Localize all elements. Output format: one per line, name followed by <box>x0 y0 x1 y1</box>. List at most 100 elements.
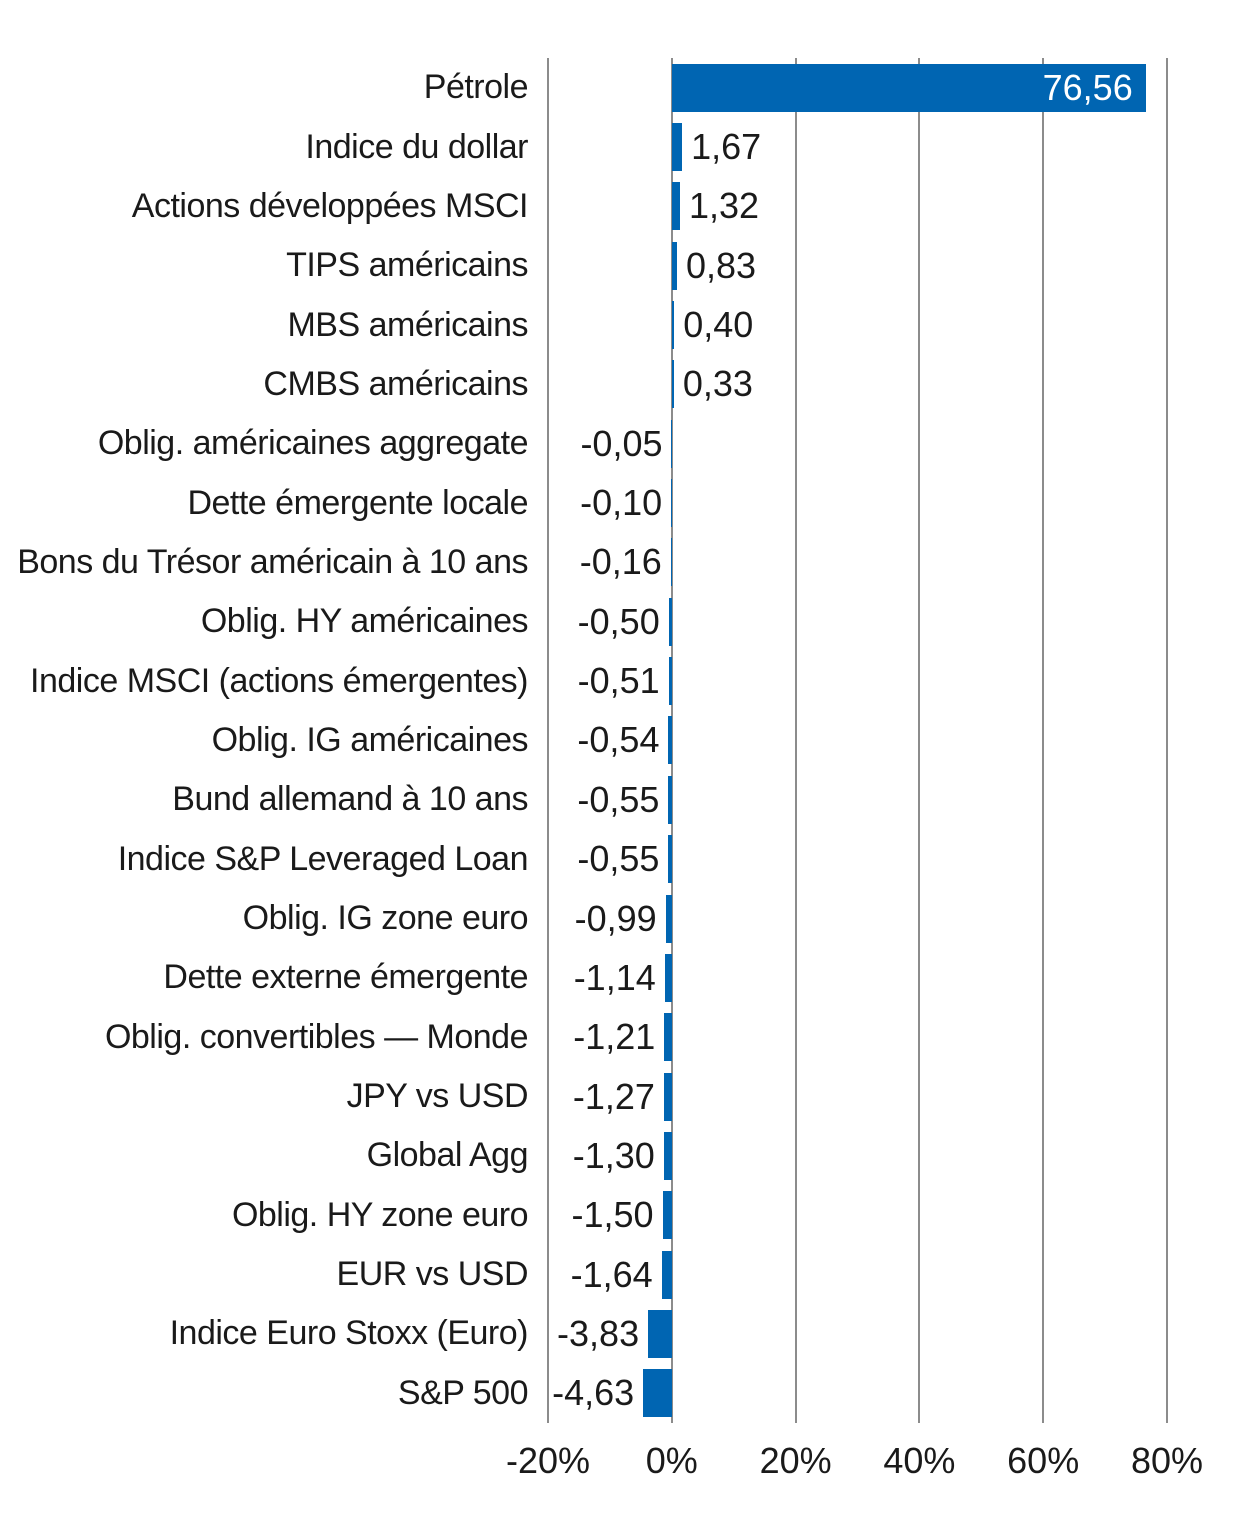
chart-row: Global Agg -1,30 <box>0 1126 1254 1185</box>
x-tick-label: 80% <box>1130 1440 1204 1481</box>
value-label: 0,33 <box>682 363 753 405</box>
value-label: -1,21 <box>573 1016 656 1058</box>
value-label: -0,10 <box>580 482 663 524</box>
category-label: Oblig. convertibles — Monde <box>104 1017 529 1056</box>
category-label: Oblig. HY américaines <box>200 602 529 641</box>
bar-negative <box>663 1072 672 1121</box>
category-label: JPY vs USD <box>346 1077 529 1116</box>
chart-row: S&P 500 -4,63 <box>0 1364 1254 1423</box>
value-label: -0,16 <box>579 541 662 583</box>
category-label: Indice Euro Stoxx (Euro) <box>169 1314 529 1353</box>
bar-positive <box>671 63 1146 112</box>
value-label: 0,83 <box>685 244 757 286</box>
value-label: -1,64 <box>570 1253 653 1295</box>
bar-negative <box>662 1191 672 1240</box>
chart-row: Indice du dollar 1,67 <box>0 117 1254 176</box>
category-label: MBS américains <box>287 305 528 344</box>
bar-negative <box>648 1309 672 1358</box>
bar-negative <box>668 775 672 824</box>
category-label: S&P 500 <box>397 1373 529 1412</box>
chart-row: Oblig. HY américaines -0,50 <box>0 592 1254 651</box>
value-label: -1,27 <box>572 1075 655 1117</box>
bar-negative <box>664 1013 672 1062</box>
value-label: 1,32 <box>688 185 760 227</box>
chart-row: Oblig. IG zone euro -0,99 <box>0 889 1254 948</box>
chart-row: EUR vs USD -1,64 <box>0 1245 1254 1304</box>
category-label: Oblig. HY zone euro <box>231 1195 529 1234</box>
chart-row: Bund allemand à 10 ans -0,55 <box>0 770 1254 829</box>
chart-row: Indice S&P Leveraged Loan -0,55 <box>0 830 1254 889</box>
category-label: CMBS américains <box>263 364 528 403</box>
gridline-60% <box>1042 58 1045 1423</box>
chart-row: Indice Euro Stoxx (Euro) -3,83 <box>0 1304 1254 1363</box>
value-label: -0,51 <box>577 660 660 702</box>
category-label: Indice MSCI (actions émergentes) <box>30 661 528 700</box>
value-label: -0,99 <box>574 897 657 939</box>
x-tick-label: 20% <box>759 1440 832 1481</box>
chart-row: Oblig. HY zone euro -1,50 <box>0 1186 1254 1245</box>
chart-row: Actions développées MSCI 1,32 <box>0 177 1254 236</box>
value-label: -4,63 <box>552 1372 635 1414</box>
bar-negative <box>671 479 672 528</box>
bar-negative <box>668 716 672 765</box>
chart-row: CMBS américains 0,33 <box>0 355 1254 414</box>
x-tick-label: 0% <box>645 1440 698 1481</box>
category-label: Indice S&P Leveraged Loan <box>117 839 529 878</box>
value-label: -0,05 <box>580 422 663 464</box>
bar-positive <box>671 241 677 290</box>
category-label: Global Agg <box>366 1136 529 1175</box>
category-label: EUR vs USD <box>336 1255 529 1294</box>
bar-negative <box>663 1131 672 1180</box>
category-label: Bons du Trésor américain à 10 ans <box>17 542 528 581</box>
category-label: Oblig. américaines aggregate <box>97 424 529 463</box>
chart-row: Oblig. américaines aggregate -0,05 <box>0 414 1254 473</box>
value-label: -0,50 <box>577 600 660 642</box>
category-label: Actions développées MSCI <box>131 186 529 225</box>
bar-positive <box>671 182 680 231</box>
chart-row: TIPS américains 0,83 <box>0 236 1254 295</box>
value-label: -0,55 <box>577 778 660 820</box>
gridline--20% <box>547 58 549 1423</box>
chart-row: Pétrole 76,56 <box>0 58 1254 117</box>
chart-row: Bons du Trésor américain à 10 ans -0,16 <box>0 533 1254 592</box>
category-label: Pétrole <box>423 68 529 107</box>
gridline-0% <box>670 58 673 1423</box>
category-label: Indice du dollar <box>305 127 528 166</box>
gridline-40% <box>918 58 921 1423</box>
bar-positive <box>671 360 674 409</box>
value-label: 76,56 <box>1042 66 1133 108</box>
bar-positive <box>671 123 683 172</box>
gridline-20% <box>794 58 797 1423</box>
chart-row: Oblig. IG américaines -0,54 <box>0 711 1254 770</box>
chart-row: MBS américains 0,40 <box>0 295 1254 354</box>
category-label: Dette émergente locale <box>187 483 528 522</box>
chart-row: JPY vs USD -1,27 <box>0 1067 1254 1126</box>
bar-positive <box>671 301 675 350</box>
category-label: TIPS américains <box>286 246 528 285</box>
bar-negative <box>664 953 672 1002</box>
bar-negative <box>668 657 672 706</box>
bar-negative <box>670 538 672 587</box>
category-label: Oblig. IG américaines <box>211 720 529 759</box>
value-label: -3,83 <box>557 1312 640 1354</box>
value-label: -1,30 <box>572 1134 655 1176</box>
bar-negative <box>665 894 672 943</box>
gridline-80% <box>1166 58 1168 1423</box>
value-label: -1,50 <box>571 1194 654 1236</box>
bar-negative <box>643 1369 672 1418</box>
value-label: -1,14 <box>573 956 656 998</box>
bar-negative <box>661 1250 672 1299</box>
value-label: 1,67 <box>691 126 762 168</box>
category-label: Oblig. IG zone euro <box>242 899 529 938</box>
chart-row: Dette externe émergente -1,14 <box>0 948 1254 1007</box>
value-label: 0,40 <box>683 304 754 346</box>
x-tick-label: -20% <box>505 1440 591 1481</box>
x-tick-label: 40% <box>883 1440 956 1481</box>
x-tick-label: 60% <box>1007 1440 1080 1481</box>
chart-row: Indice MSCI (actions émergentes) -0,51 <box>0 651 1254 710</box>
value-label: -0,55 <box>577 838 660 880</box>
value-label: -0,54 <box>577 719 660 761</box>
bar-negative <box>668 835 672 884</box>
chart-row: Dette émergente locale -0,10 <box>0 473 1254 532</box>
